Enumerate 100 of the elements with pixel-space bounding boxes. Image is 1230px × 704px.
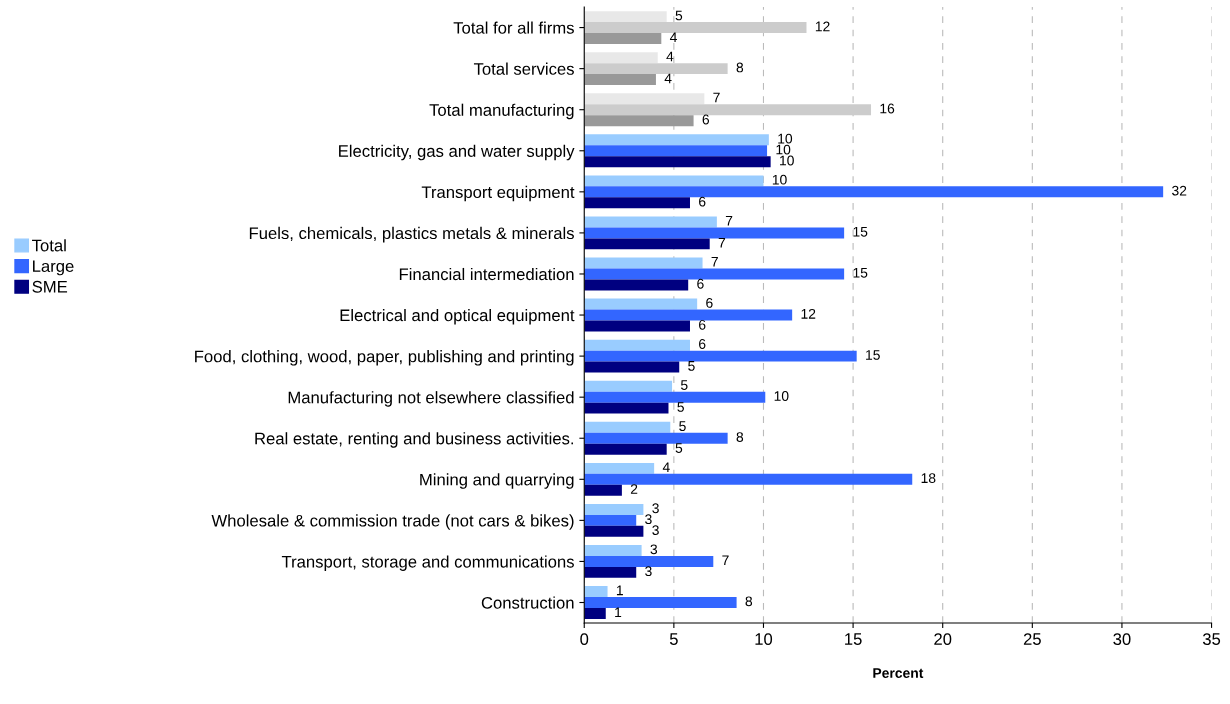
bar [584,22,807,34]
data-label: 12 [801,308,816,319]
bar [584,443,667,455]
data-label: 3 [645,514,652,525]
data-label: 7 [725,215,733,226]
data-label: 18 [921,473,936,484]
y-tick-label: Total services [473,62,574,75]
bar [584,432,728,444]
x-tick-label: 20 [934,633,952,645]
y-tick-label: Fuels, chemicals, plastics metals & minerals [249,226,574,243]
data-label: 10 [776,144,791,155]
data-label: 2 [630,484,638,494]
y-tick-label: Total for all firms [453,21,574,34]
bar [584,350,857,362]
bar [584,607,606,619]
bar [584,63,728,75]
data-label: 5 [677,402,684,412]
bar [584,309,793,321]
data-label: 8 [736,62,744,73]
data-label: 6 [699,339,706,349]
y-tick-label: Manufacturing not elsewhere classified [288,391,574,407]
bar [584,320,690,332]
data-label: 15 [866,350,880,360]
data-label: 1 [615,607,622,618]
data-label: 5 [680,380,688,390]
data-label: 3 [652,525,659,536]
y-tick-label: Electrical and optical equipment [340,309,575,325]
data-label: 16 [880,103,895,114]
bar [584,227,845,239]
bar [584,257,703,269]
bar [584,197,690,209]
data-label: 5 [679,421,686,432]
x-tick-label: 35 [1202,633,1221,645]
y-tick-label: Construction [481,596,574,609]
bar [584,462,655,474]
x-tick-label: 25 [1023,633,1041,645]
bar [584,186,1164,198]
bar [584,33,662,44]
data-label: 4 [669,32,677,43]
y-tick-label: Wholesale & commission trade (not cars & bikes) [211,514,574,530]
data-label: 4 [662,462,670,472]
data-label: 8 [736,432,744,442]
data-label: 7 [711,257,718,267]
x-tick-label: 0 [580,633,589,645]
data-label: 5 [688,361,695,371]
bar [584,473,913,485]
bar [584,484,622,496]
bar [584,52,658,64]
bar [584,361,680,373]
data-label: 12 [815,21,830,32]
bar [584,380,673,392]
x-tick-label: 15 [845,633,862,645]
bar [584,279,689,291]
bar [584,238,710,250]
bar [584,93,705,105]
y-tick-label: Electricity, gas and water supply [339,144,575,161]
legend-label: Large [33,260,74,276]
bar [584,298,698,310]
data-label: 32 [1172,185,1187,196]
data-label: 3 [645,566,652,577]
data-label: 5 [675,443,683,453]
data-label: 10 [778,133,793,144]
bar [584,525,644,537]
data-label: 6 [699,319,706,330]
bar [584,514,637,526]
data-label: 5 [675,10,683,21]
bar [584,268,845,280]
data-label: 6 [699,196,706,207]
bar [584,402,669,414]
bar [584,134,769,146]
bar [584,555,714,567]
y-tick-label: Mining and quarrying [420,473,574,489]
legend-label: Total [32,239,66,252]
y-tick-label: Total manufacturing [429,103,574,120]
bar [584,156,771,168]
data-label: 15 [853,226,868,237]
legend-label: SME [32,280,68,293]
data-label: 4 [666,51,674,62]
data-label: 15 [853,268,868,278]
bar [584,391,766,403]
y-tick-label: Real estate, renting and business activities. [255,432,574,448]
data-label: 8 [745,596,753,607]
bar [584,74,656,86]
data-label: 4 [664,73,672,84]
data-label: 6 [697,278,704,289]
data-label: 10 [772,174,787,185]
bar [584,339,690,351]
bar [584,421,671,433]
data-label: 6 [702,114,710,125]
bar [584,566,637,578]
y-tick-label: Food, clothing, wood, paper, publishing and printing [195,350,574,366]
y-tick-label: Transport equipment [421,185,575,202]
bar [584,597,737,608]
data-label: 3 [652,503,659,514]
bar [584,175,764,187]
data-label: 7 [713,92,720,103]
data-label: 7 [722,555,729,566]
x-tick-label: 5 [669,633,678,645]
bar [584,545,642,556]
y-tick-label: Financial intermediation [399,267,574,281]
